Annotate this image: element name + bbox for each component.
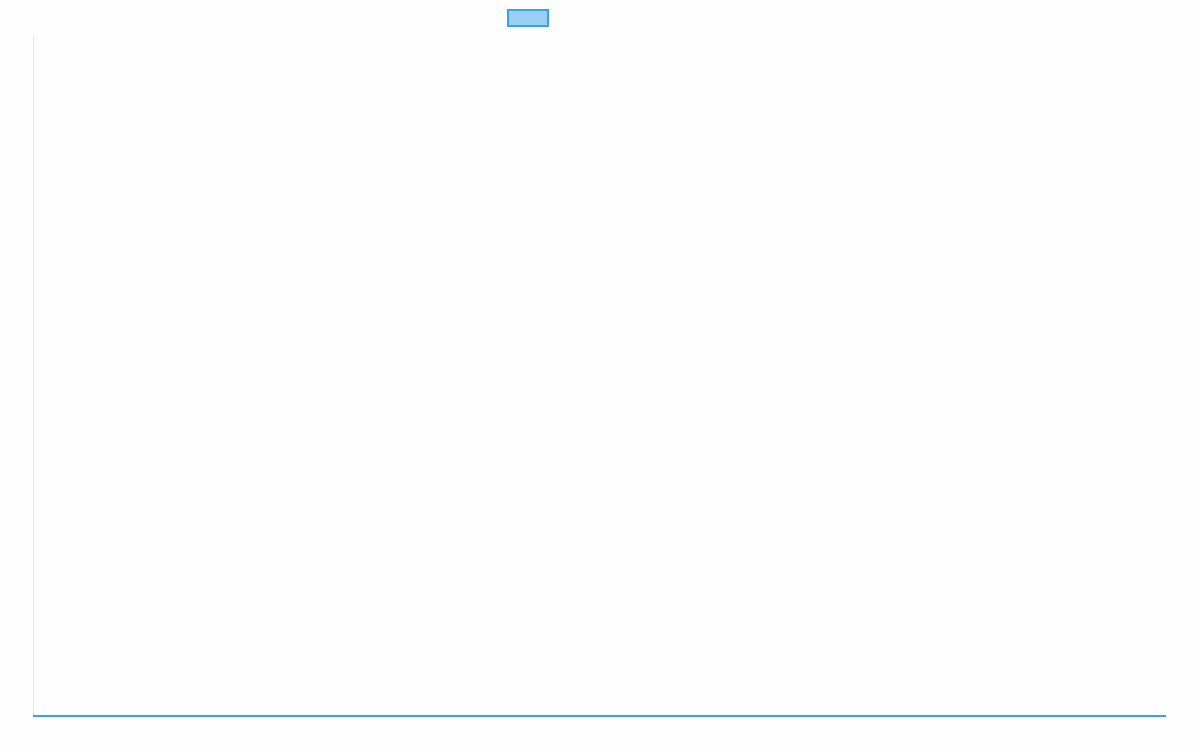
legend-swatch[interactable] bbox=[507, 9, 549, 27]
